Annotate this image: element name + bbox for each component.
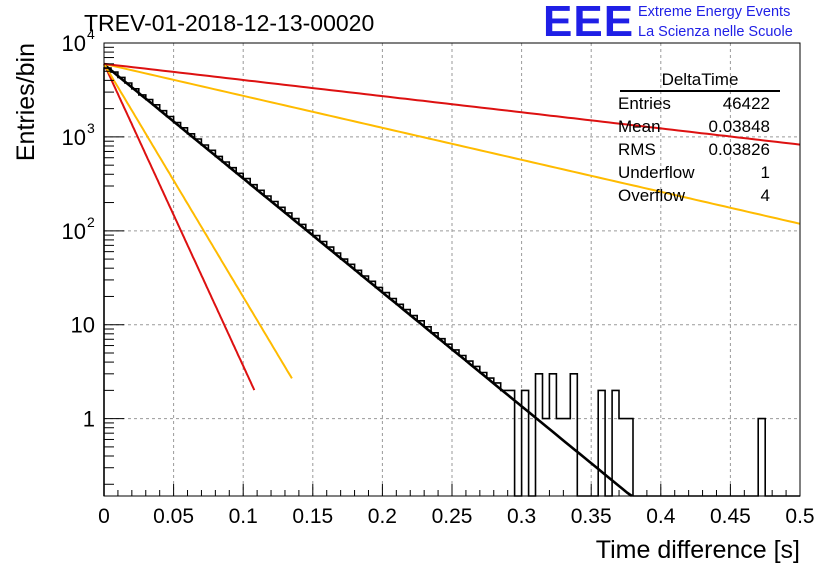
x-tick-label: 0.45 — [710, 505, 751, 528]
x-tick-label: 0.1 — [229, 505, 258, 528]
axes: 0 0.05 0.1 0.15 0.2 0.25 0.3 0.35 0.4 0.45 0.5 1 10 1… — [62, 26, 815, 528]
reference-curve — [103, 63, 293, 379]
stats-key: Overflow — [618, 186, 686, 205]
y-axis-label: Entries/bin — [12, 43, 40, 161]
y-tick-exponent: 3 — [87, 120, 95, 136]
stats-key: RMS — [618, 140, 656, 159]
eee-logo: EEE — [543, 0, 635, 46]
y-tick-label: 10 — [62, 31, 86, 56]
x-tick-label: 0.3 — [507, 505, 536, 528]
histogram-bars — [103, 67, 800, 497]
x-axis-label: Time difference [s] — [596, 536, 800, 564]
stats-row: Underflow 1 — [612, 161, 782, 184]
logo-text-line1: Extreme Energy Events — [638, 4, 791, 20]
stats-row: RMS 0.03826 — [612, 138, 782, 161]
x-tick-label: 0.05 — [153, 505, 194, 528]
stats-key: Mean — [618, 117, 661, 136]
reference-curve — [103, 63, 256, 391]
x-tick-label: 0.5 — [785, 505, 814, 528]
reference-curve — [103, 62, 801, 146]
stats-title: DeltaTime — [620, 70, 780, 92]
stats-row: Mean 0.03848 — [612, 115, 782, 138]
y-tick-label: 1 — [83, 407, 95, 432]
histogram — [103, 67, 800, 497]
stats-value: 4 — [760, 186, 770, 205]
y-tick-label: 10 — [62, 125, 86, 150]
y-tick-exponent: 4 — [87, 26, 95, 42]
x-tick-label: 0.35 — [571, 505, 612, 528]
chart-title: TREV-01-2018-12-13-00020 — [84, 10, 375, 36]
logo-text-line2: La Scienza nelle Scuole — [638, 24, 793, 40]
stats-box: DeltaTime Entries 46422 Mean 0.03848 RMS 0.… — [612, 70, 782, 207]
y-tick-label: 10 — [71, 313, 95, 338]
x-tick-label: 0.2 — [368, 505, 397, 528]
stats-key: Underflow — [618, 163, 695, 182]
stats-value: 0.03848 — [708, 117, 770, 136]
x-tick-label: 0.4 — [646, 505, 676, 528]
stats-value: 1 — [760, 163, 770, 182]
stats-row: Entries 46422 — [612, 92, 782, 115]
reference-curve — [103, 62, 801, 225]
y-tick-label: 10 — [62, 219, 86, 244]
y-tick-exponent: 2 — [87, 214, 95, 230]
x-tick-label: 0.15 — [292, 505, 333, 528]
x-tick-label: 0 — [98, 505, 110, 528]
stats-value: 46422 — [722, 94, 770, 113]
grid-lines — [104, 43, 800, 496]
stats-row: Overflow 4 — [612, 184, 782, 207]
stats-key: Entries — [618, 94, 671, 113]
x-tick-label: 0.25 — [432, 505, 473, 528]
stats-value: 0.03826 — [708, 140, 770, 159]
